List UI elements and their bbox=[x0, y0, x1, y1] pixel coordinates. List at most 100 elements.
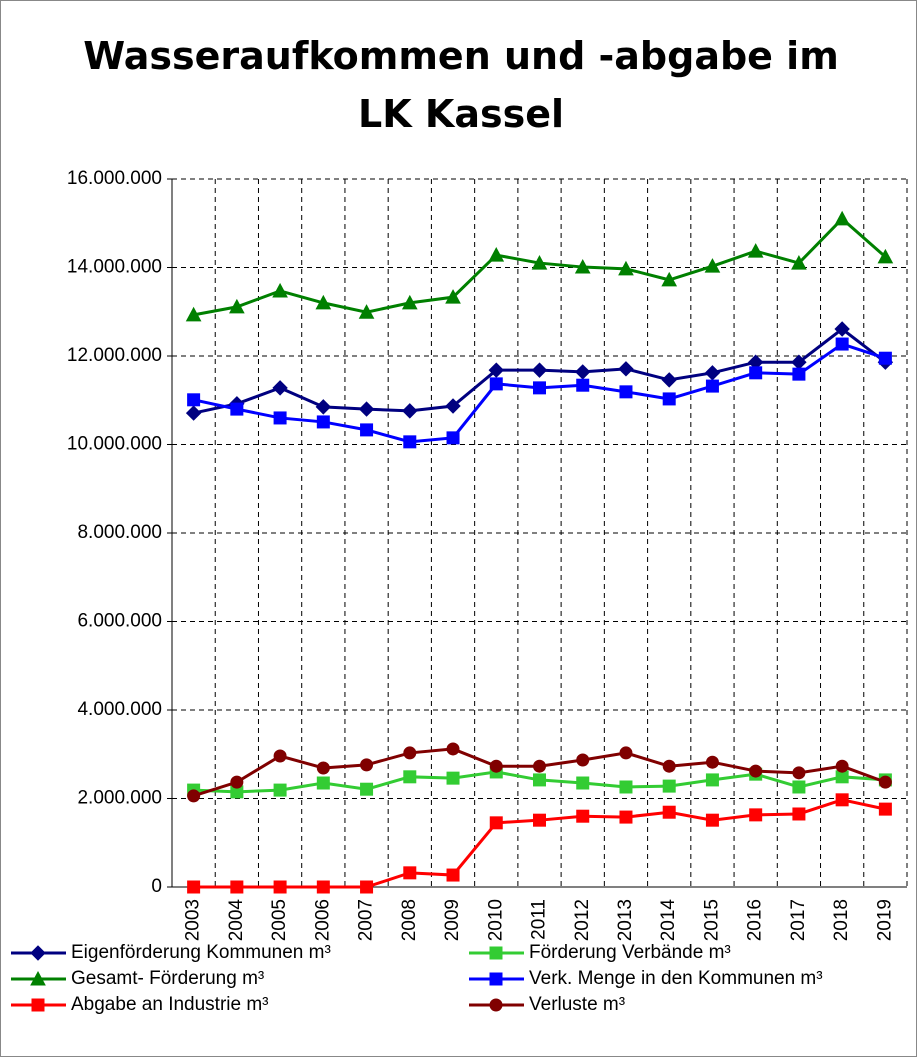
point bbox=[619, 385, 633, 399]
point bbox=[705, 773, 719, 787]
y-tick-label: 6.000.000 bbox=[77, 611, 162, 632]
point bbox=[704, 258, 721, 273]
x-tick-label: 2012 bbox=[572, 899, 593, 941]
legend-marker bbox=[489, 946, 503, 960]
legend-label: Verluste m³ bbox=[529, 994, 625, 1015]
legend-marker bbox=[30, 945, 46, 961]
x-tick-label: 2017 bbox=[788, 899, 809, 941]
point bbox=[749, 366, 763, 380]
point bbox=[705, 379, 719, 393]
point bbox=[315, 399, 332, 415]
point bbox=[576, 776, 590, 790]
point bbox=[662, 805, 676, 819]
point bbox=[619, 810, 633, 824]
x-tick-label: 2006 bbox=[312, 899, 333, 941]
point bbox=[273, 880, 287, 894]
legend-label: Abgabe an Industrie m³ bbox=[71, 994, 269, 1015]
point bbox=[230, 775, 244, 789]
legend-marker bbox=[489, 972, 503, 986]
point bbox=[360, 758, 374, 772]
point bbox=[185, 306, 202, 322]
point bbox=[878, 802, 892, 816]
y-tick-label: 4.000.000 bbox=[77, 699, 162, 720]
x-tick-label: 2004 bbox=[226, 899, 247, 942]
point bbox=[662, 779, 676, 793]
point bbox=[791, 255, 807, 270]
point bbox=[531, 255, 548, 270]
point bbox=[445, 398, 461, 414]
legend-marker bbox=[489, 998, 503, 1012]
point bbox=[402, 403, 418, 419]
point bbox=[316, 776, 330, 790]
point bbox=[749, 808, 763, 822]
series-line bbox=[193, 798, 886, 889]
point bbox=[747, 243, 764, 258]
point bbox=[835, 793, 849, 807]
y-tick-label: 12.000.000 bbox=[67, 345, 162, 366]
point bbox=[229, 298, 245, 314]
legend-label: Verk. Menge in den Kommunen m³ bbox=[529, 968, 823, 989]
x-tick-label: 2008 bbox=[399, 899, 420, 941]
point bbox=[273, 411, 287, 425]
point bbox=[316, 880, 330, 894]
point bbox=[187, 393, 201, 407]
point bbox=[273, 749, 287, 763]
y-tick-label: 14.000.000 bbox=[67, 257, 162, 278]
point bbox=[878, 775, 892, 789]
point bbox=[445, 289, 461, 304]
point bbox=[877, 248, 894, 264]
point bbox=[662, 392, 676, 406]
point bbox=[489, 759, 503, 773]
point bbox=[403, 746, 417, 760]
x-tick-label: 2019 bbox=[874, 899, 895, 941]
legend-label: Förderung Verbände m³ bbox=[529, 942, 731, 963]
point bbox=[272, 380, 288, 396]
x-tick-label: 2003 bbox=[183, 899, 204, 941]
point bbox=[401, 294, 418, 310]
y-tick-label: 10.000.000 bbox=[67, 434, 162, 455]
x-tick-label: 2009 bbox=[442, 899, 463, 941]
point bbox=[273, 783, 287, 797]
point bbox=[488, 247, 505, 262]
point bbox=[704, 365, 721, 381]
point bbox=[834, 321, 850, 337]
point bbox=[360, 423, 374, 437]
x-tick-label: 2014 bbox=[658, 899, 679, 942]
point bbox=[360, 880, 374, 894]
point bbox=[792, 807, 806, 821]
point bbox=[187, 789, 201, 803]
point bbox=[533, 773, 546, 787]
point bbox=[403, 770, 417, 784]
point bbox=[489, 816, 503, 830]
point bbox=[531, 362, 548, 378]
point bbox=[574, 259, 591, 274]
x-tick-label: 2005 bbox=[269, 899, 290, 941]
x-tick-label: 2013 bbox=[615, 899, 636, 941]
point bbox=[315, 294, 332, 310]
y-tick-label: 2.000.000 bbox=[77, 788, 162, 809]
point bbox=[749, 764, 763, 778]
point bbox=[576, 753, 590, 767]
point bbox=[185, 405, 202, 421]
point bbox=[792, 766, 806, 780]
point bbox=[446, 431, 460, 445]
point bbox=[533, 813, 546, 827]
point bbox=[316, 415, 330, 429]
point bbox=[230, 880, 244, 894]
point bbox=[619, 780, 633, 794]
point bbox=[619, 746, 633, 760]
point bbox=[533, 381, 546, 395]
point bbox=[705, 755, 719, 769]
point bbox=[661, 271, 678, 287]
point bbox=[272, 282, 288, 298]
point bbox=[187, 880, 201, 894]
point bbox=[403, 866, 417, 880]
x-tick-label: 2010 bbox=[485, 899, 506, 941]
point bbox=[792, 367, 806, 381]
legend-marker bbox=[30, 970, 46, 986]
point bbox=[360, 782, 374, 796]
x-tick-label: 2011 bbox=[529, 899, 550, 940]
x-tick-label: 2015 bbox=[701, 899, 722, 941]
